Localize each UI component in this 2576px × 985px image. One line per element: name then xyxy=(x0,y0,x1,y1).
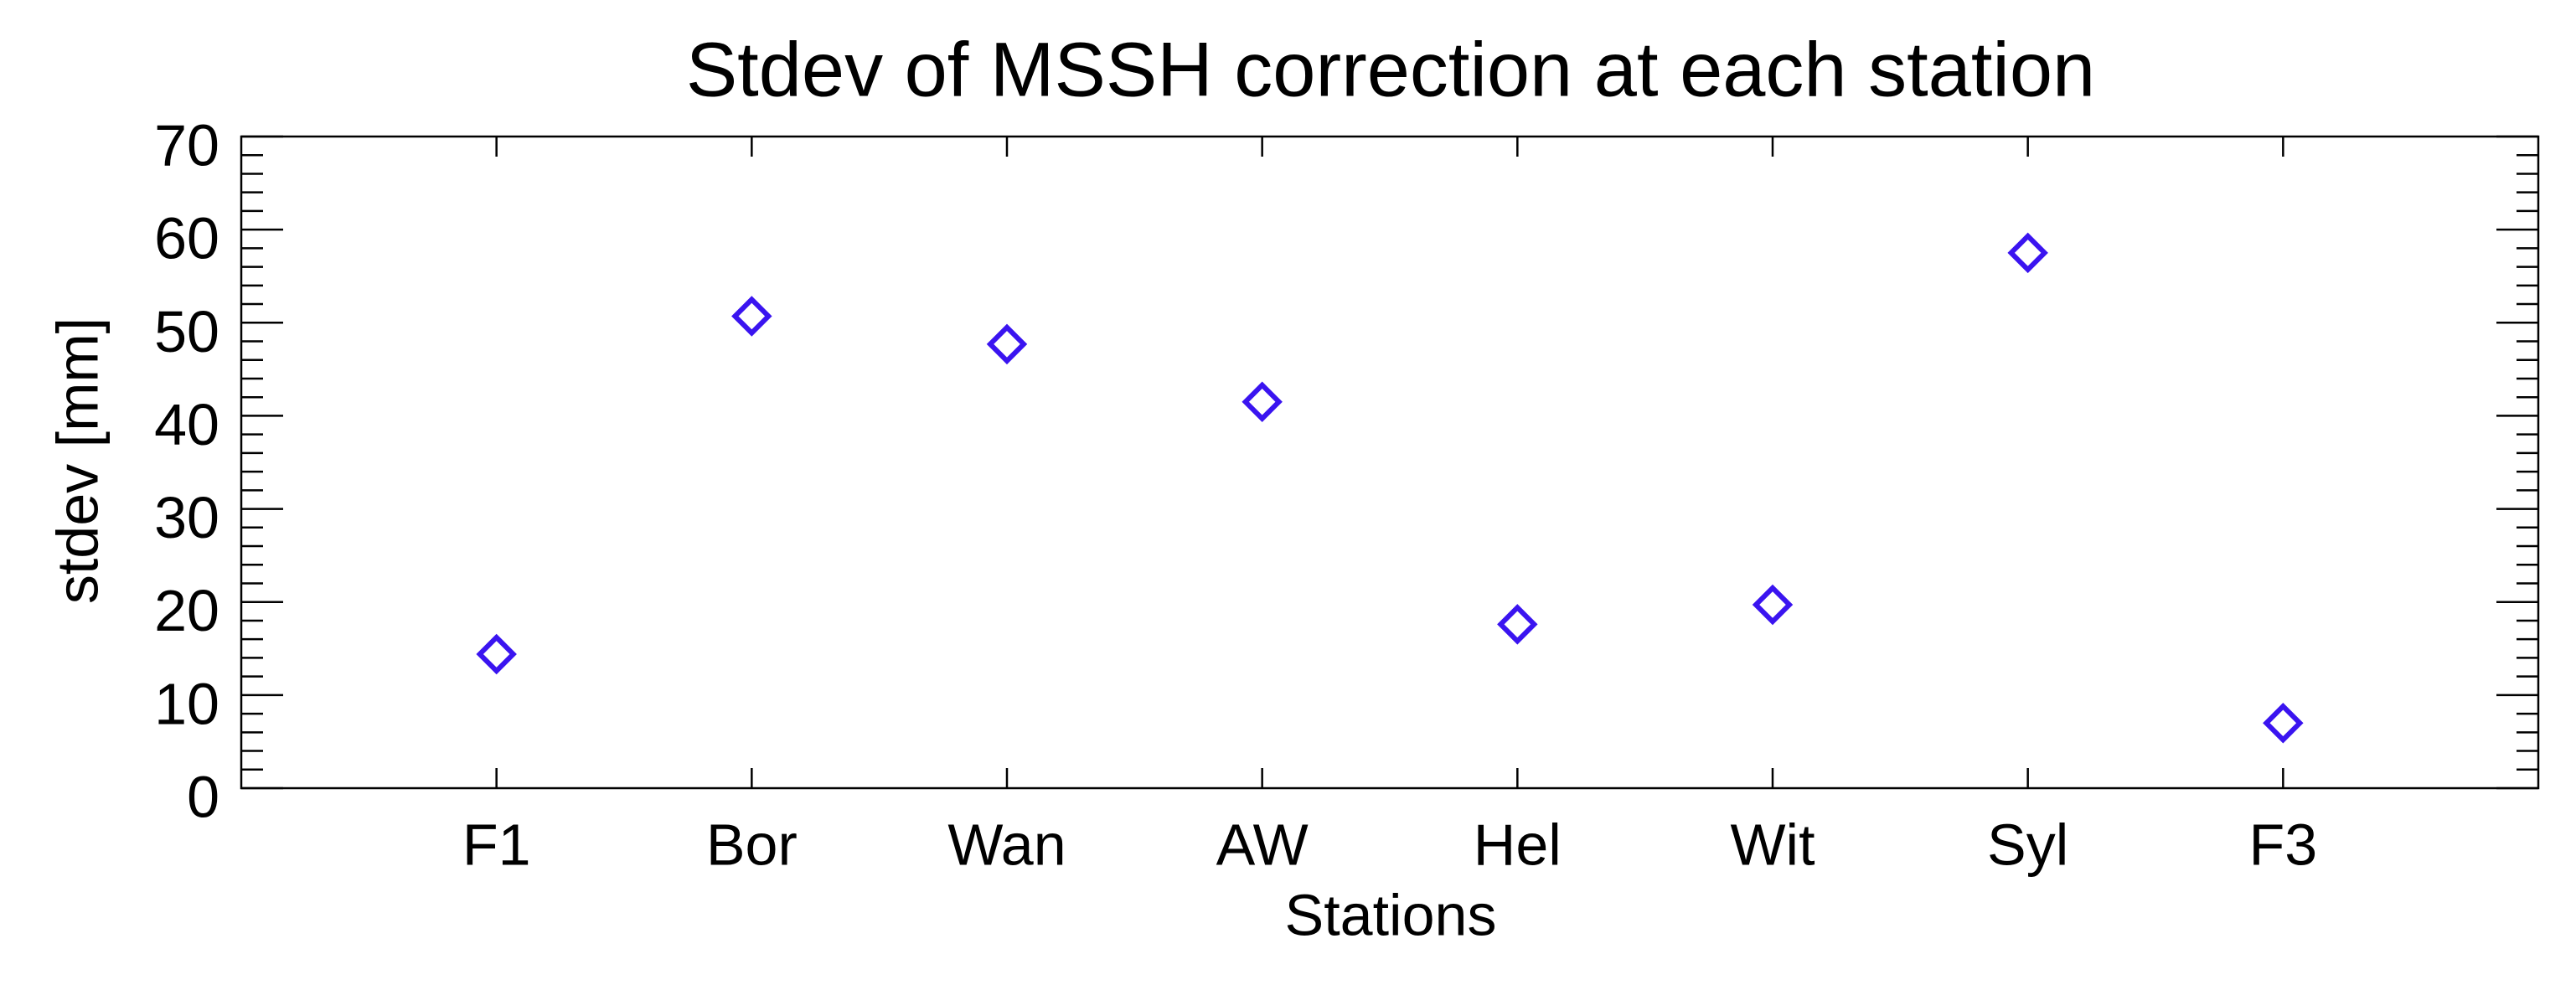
x-tick-label: Bor xyxy=(706,812,798,877)
marker xyxy=(731,296,772,337)
marker xyxy=(2007,232,2048,274)
y-tick-label: 20 xyxy=(154,578,219,643)
y-tick-label: 30 xyxy=(154,485,219,550)
y-tick-label: 10 xyxy=(154,671,219,736)
x-axis-title: Stations xyxy=(1285,882,1497,947)
y-tick-label: 0 xyxy=(187,764,219,829)
y-axis-title: stdev [mm] xyxy=(44,317,110,604)
x-tick-label: Syl xyxy=(1987,812,2068,877)
chart-title: Stdev of MSSH correction at each station xyxy=(686,27,2095,112)
x-tick-label: Hel xyxy=(1474,812,1562,877)
marker xyxy=(986,323,1028,365)
plot-frame xyxy=(240,135,2540,790)
x-tick-label: Wan xyxy=(947,812,1066,877)
marker xyxy=(476,633,517,675)
y-tick-label: 70 xyxy=(154,112,219,178)
x-tick-label: Wit xyxy=(1730,812,1815,877)
marker xyxy=(1752,584,1794,626)
marker xyxy=(1497,604,1538,645)
y-tick-label: 40 xyxy=(154,392,219,457)
x-tick-label: AW xyxy=(1216,812,1309,877)
y-tick-label: 50 xyxy=(154,299,219,364)
marker xyxy=(1242,381,1283,422)
y-tick-label: 60 xyxy=(154,206,219,271)
x-tick-label: F3 xyxy=(2248,812,2317,877)
marker xyxy=(2263,702,2304,744)
x-tick-label: F1 xyxy=(462,812,531,877)
